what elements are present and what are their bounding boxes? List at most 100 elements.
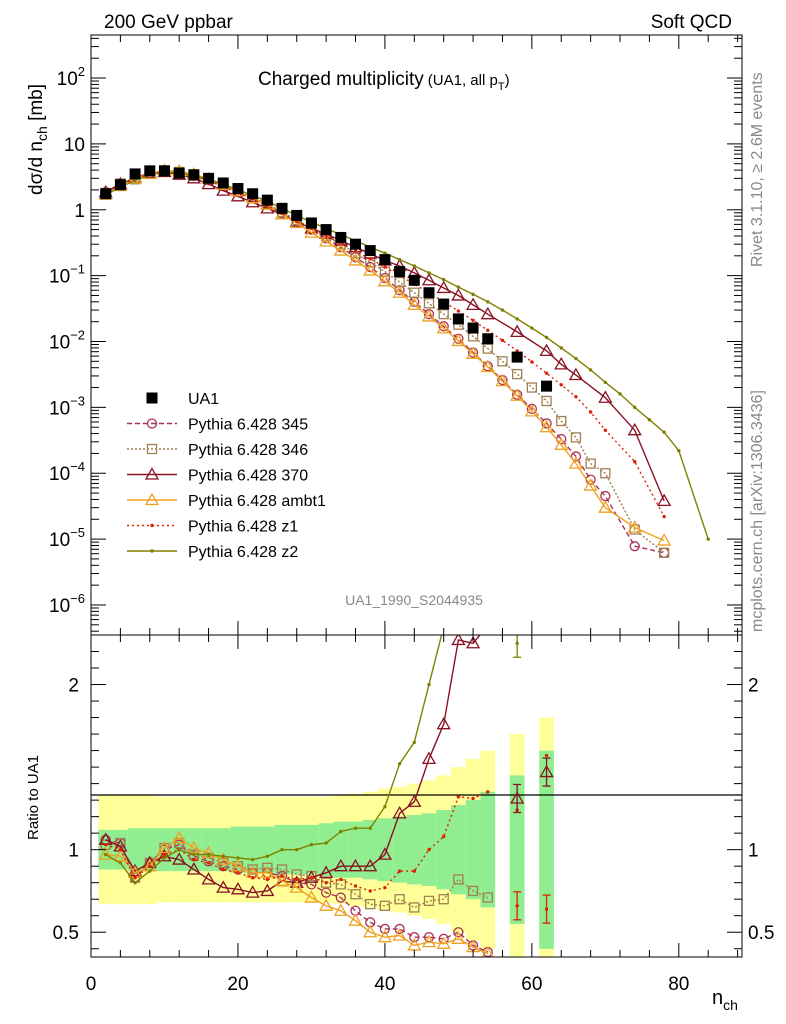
band-green xyxy=(333,821,349,878)
data-point xyxy=(320,224,332,236)
data-point xyxy=(394,266,406,278)
ratio-point xyxy=(467,885,479,897)
legend-label: Pythia 6.428 ambt1 xyxy=(188,493,326,510)
y-tick-label: 10−5 xyxy=(49,525,85,551)
data-point xyxy=(574,356,578,361)
data-point xyxy=(541,380,553,392)
ratio-point xyxy=(423,895,435,907)
ratio-point xyxy=(319,865,334,878)
data-point xyxy=(600,468,611,479)
data-point xyxy=(510,324,525,338)
ratio-point xyxy=(280,874,284,878)
data-point xyxy=(217,177,229,189)
data-point xyxy=(530,326,534,330)
data-point xyxy=(129,168,141,180)
ratio-point xyxy=(377,847,393,860)
band-green xyxy=(406,814,422,885)
data-point xyxy=(647,417,652,422)
data-point xyxy=(544,371,549,375)
ratio-point xyxy=(236,856,240,860)
ratio-y-tick-label: 2 xyxy=(68,676,79,697)
ratio-point xyxy=(457,509,460,512)
band-green xyxy=(259,826,275,873)
data-point xyxy=(114,179,126,191)
data-point xyxy=(570,432,582,443)
y-axis-label-b: [mb] xyxy=(26,84,47,126)
data-point xyxy=(423,298,435,309)
ratio-point xyxy=(348,858,363,872)
ratio-pythia-6-428-z2 xyxy=(103,509,460,885)
data-point xyxy=(456,285,461,289)
x-tick-label: 0 xyxy=(86,974,97,995)
data-point xyxy=(144,165,156,177)
ratio-point xyxy=(206,861,211,865)
ratio-point xyxy=(221,867,225,872)
legend-label: Pythia 6.428 346 xyxy=(188,442,308,459)
y-tick-label: 10−2 xyxy=(49,327,85,353)
data-point xyxy=(512,368,523,380)
ratio-point xyxy=(451,931,466,944)
x-axis-label: nch xyxy=(712,987,738,1013)
ratio-point xyxy=(236,871,240,875)
ratio-pythia-6-428-z1 xyxy=(103,753,549,893)
data-point xyxy=(510,388,525,401)
ratio-point xyxy=(353,884,358,888)
ratio-y-tick-label-right: 1 xyxy=(748,841,759,862)
ratio-point xyxy=(436,716,451,730)
series-pythia-6-428-345 xyxy=(100,165,670,558)
band-green xyxy=(480,791,496,908)
data-point xyxy=(451,288,466,301)
watermark: UA1_1990_S2044935 xyxy=(345,592,483,608)
y-tick-label: 10−3 xyxy=(49,393,85,419)
data-point xyxy=(427,271,431,275)
data-point xyxy=(677,448,681,453)
ratio-point xyxy=(441,834,446,839)
y-axis-label: dσ/d nch [mb] xyxy=(26,84,50,195)
ratio-point xyxy=(192,852,196,857)
ratio-point xyxy=(333,858,348,872)
ratio-point xyxy=(368,889,372,893)
legend-label: Pythia 6.428 z1 xyxy=(188,519,298,536)
data-point xyxy=(603,380,608,385)
data-point xyxy=(554,437,569,450)
data-point xyxy=(656,533,672,546)
series-pythia-6-428-ambt1 xyxy=(98,163,672,546)
ratio-point xyxy=(427,682,431,687)
data-point xyxy=(541,395,552,407)
data-point xyxy=(497,356,508,367)
ratio-point xyxy=(397,869,402,873)
ratio-point xyxy=(118,861,123,865)
data-point xyxy=(656,493,672,507)
data-point xyxy=(173,167,185,179)
x-tick-label: 40 xyxy=(374,974,395,995)
y-tick-label: 102 xyxy=(57,64,85,90)
ratio-point xyxy=(133,880,137,885)
data-point xyxy=(486,300,490,304)
ratio-point xyxy=(162,852,167,857)
data-point xyxy=(465,297,481,311)
ratio-point xyxy=(412,740,416,745)
data-point xyxy=(627,422,642,436)
ratio-point xyxy=(481,946,494,957)
data-point xyxy=(471,292,475,297)
data-point xyxy=(480,359,495,373)
ratio-point xyxy=(368,826,372,830)
series-ua1 xyxy=(100,165,553,392)
data-point xyxy=(633,459,637,464)
main-title-text: Charged multiplicity xyxy=(258,69,424,90)
ratio-point xyxy=(335,892,346,903)
ratio-point xyxy=(511,611,523,622)
ratio-point xyxy=(274,873,290,887)
legend-marker xyxy=(144,492,160,506)
ratio-point xyxy=(363,924,378,938)
ratio-point xyxy=(409,902,420,913)
data-point xyxy=(662,514,666,519)
ratio-point xyxy=(247,864,258,875)
data-point xyxy=(100,188,112,200)
ratio-point xyxy=(482,892,493,903)
series-pythia-6-428-z1 xyxy=(103,169,666,519)
ratio-point xyxy=(350,889,361,900)
data-point xyxy=(324,234,328,238)
mcplots-label: mcplots.cern.ch [arXiv:1306.3436] xyxy=(749,390,766,632)
